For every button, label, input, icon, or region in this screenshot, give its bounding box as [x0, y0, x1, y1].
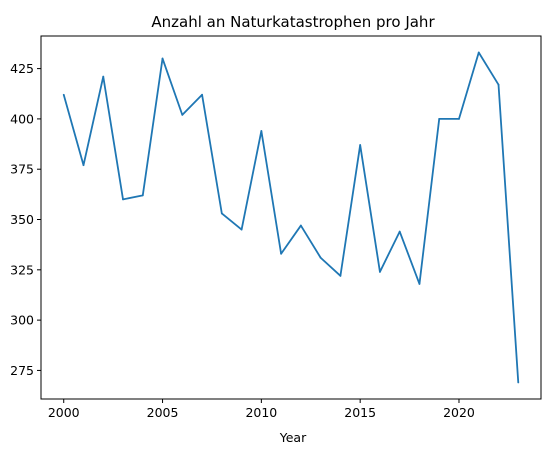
- data-point: [142, 194, 144, 196]
- y-tick-label: 275: [10, 363, 34, 378]
- x-tick-label: 2010: [245, 405, 277, 420]
- y-tick-label: 300: [10, 313, 34, 328]
- y-tick-label: 425: [10, 61, 34, 76]
- data-point: [359, 144, 361, 146]
- data-point: [399, 231, 401, 233]
- data-point: [340, 275, 342, 277]
- y-tick-label: 325: [10, 262, 34, 277]
- data-point: [162, 58, 164, 60]
- data-point: [63, 94, 65, 96]
- x-tick-label: 2015: [344, 405, 376, 420]
- data-point: [241, 229, 243, 231]
- y-tick-label: 400: [10, 111, 34, 126]
- data-point: [419, 283, 421, 285]
- data-point: [498, 84, 500, 86]
- data-point: [438, 118, 440, 120]
- x-tick-label: 2000: [48, 405, 80, 420]
- data-point: [300, 225, 302, 227]
- data-point: [201, 94, 203, 96]
- data-point: [260, 130, 262, 132]
- data-point: [102, 76, 104, 78]
- y-tick-label: 375: [10, 162, 34, 177]
- data-point: [181, 114, 183, 116]
- x-axis-label: Year: [279, 430, 307, 445]
- data-point: [320, 257, 322, 259]
- data-point: [221, 213, 223, 215]
- chart-title: Anzahl an Naturkatastrophen pro Jahr: [151, 13, 435, 31]
- data-point: [83, 164, 85, 166]
- data-point: [122, 198, 124, 200]
- data-point: [379, 271, 381, 273]
- x-tick-label: 2020: [443, 405, 475, 420]
- data-point: [517, 382, 519, 384]
- data-point: [478, 52, 480, 54]
- x-tick-label: 2005: [147, 405, 179, 420]
- data-point: [458, 118, 460, 120]
- data-point: [280, 253, 282, 255]
- y-tick-label: 350: [10, 212, 34, 227]
